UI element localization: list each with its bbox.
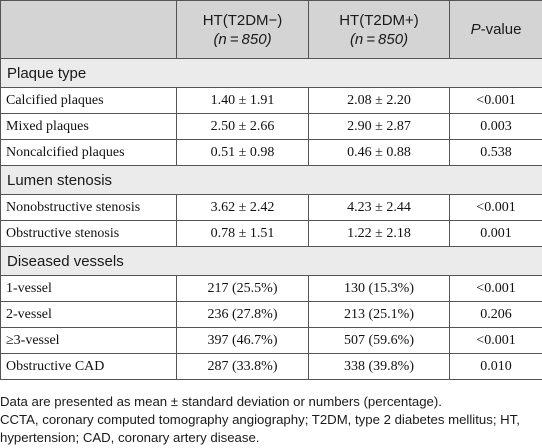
cell-ht-t2dm-negative: 397 (46.7%)	[176, 327, 309, 354]
section-row-diseased-vessels: Diseased vessels	[0, 246, 542, 276]
cell-ht-t2dm-negative: 287 (33.8%)	[176, 353, 309, 380]
cell-p-value: 0.010	[449, 353, 542, 380]
table-row: Nonobstructive stenosis 3.62 ± 2.42 4.23…	[0, 194, 542, 221]
cell-p-value: <0.001	[449, 275, 542, 302]
row-label: Noncalcified plaques	[0, 139, 177, 166]
cell-ht-t2dm-positive: 1.22 ± 2.18	[308, 220, 450, 247]
table-row: Obstructive CAD 287 (33.8%) 338 (39.8%) …	[0, 353, 542, 380]
cell-ht-t2dm-negative: 3.62 ± 2.42	[176, 194, 309, 221]
section-row-lumen-stenosis: Lumen stenosis	[0, 165, 542, 195]
table-row: Noncalcified plaques 0.51 ± 0.98 0.46 ± …	[0, 139, 542, 166]
cell-ht-t2dm-positive: 2.08 ± 2.20	[308, 87, 450, 114]
table-row: Calcified plaques 1.40 ± 1.91 2.08 ± 2.2…	[0, 87, 542, 114]
row-label: Obstructive CAD	[0, 353, 177, 380]
row-label: Mixed plaques	[0, 113, 177, 140]
header-blank	[0, 0, 177, 59]
header-p-suffix: -value	[480, 21, 522, 38]
cell-ht-t2dm-negative: 236 (27.8%)	[176, 301, 309, 328]
cell-p-value: <0.001	[449, 194, 542, 221]
cell-p-value: 0.538	[449, 139, 542, 166]
table-header-row: HT(T2DM−) (n = 850) HT(T2DM+) (n = 850) …	[0, 0, 542, 59]
cell-ht-t2dm-negative: 217 (25.5%)	[176, 275, 309, 302]
footnote-data-presentation: Data are presented as mean ± standard de…	[0, 394, 442, 409]
header-p-value: P-value	[449, 0, 542, 59]
header-ht-t2dm-negative-title: HT(T2DM−)	[202, 11, 283, 29]
table-row: 2-vessel 236 (27.8%) 213 (25.1%) 0.206	[0, 301, 542, 328]
cell-p-value: <0.001	[449, 327, 542, 354]
cell-ht-t2dm-positive: 2.90 ± 2.87	[308, 113, 450, 140]
cell-p-value: <0.001	[449, 87, 542, 114]
row-label: 2-vessel	[0, 301, 177, 328]
section-title: Plaque type	[0, 58, 542, 88]
section-title: Lumen stenosis	[0, 165, 542, 195]
row-label: ≥3-vessel	[0, 327, 177, 354]
cell-ht-t2dm-positive: 130 (15.3%)	[308, 275, 450, 302]
cell-p-value: 0.001	[449, 220, 542, 247]
results-table: HT(T2DM−) (n = 850) HT(T2DM+) (n = 850) …	[0, 0, 542, 380]
header-ht-t2dm-positive-title: HT(T2DM+)	[339, 11, 419, 29]
cell-ht-t2dm-negative: 0.51 ± 0.98	[176, 139, 309, 166]
row-label: Calcified plaques	[0, 87, 177, 114]
header-ht-t2dm-negative-n: (n = 850)	[213, 30, 272, 48]
header-ht-t2dm-negative: HT(T2DM−) (n = 850)	[176, 0, 309, 59]
cell-p-value: 0.003	[449, 113, 542, 140]
header-ht-t2dm-positive-n: (n = 850)	[349, 30, 409, 48]
cell-ht-t2dm-positive: 507 (59.6%)	[308, 327, 450, 354]
row-label: 1-vessel	[0, 275, 177, 302]
table-row: ≥3-vessel 397 (46.7%) 507 (59.6%) <0.001	[0, 327, 542, 354]
cell-ht-t2dm-negative: 0.78 ± 1.51	[176, 220, 309, 247]
header-ht-t2dm-positive: HT(T2DM+) (n = 850)	[308, 0, 450, 59]
cell-ht-t2dm-positive: 213 (25.1%)	[308, 301, 450, 328]
cell-ht-t2dm-negative: 2.50 ± 2.66	[176, 113, 309, 140]
section-row-plaque-type: Plaque type	[0, 58, 542, 88]
cell-ht-t2dm-positive: 0.46 ± 0.88	[308, 139, 450, 166]
cell-ht-t2dm-positive: 4.23 ± 2.44	[308, 194, 450, 221]
table-row: Mixed plaques 2.50 ± 2.66 2.90 ± 2.87 0.…	[0, 113, 542, 140]
section-title: Diseased vessels	[0, 246, 542, 276]
header-p-letter: P	[470, 21, 481, 38]
row-label: Nonobstructive stenosis	[0, 194, 177, 221]
footnote-abbreviations: CCTA, coronary computed tomography angio…	[0, 412, 520, 445]
table-row: 1-vessel 217 (25.5%) 130 (15.3%) <0.001	[0, 275, 542, 302]
cell-ht-t2dm-negative: 1.40 ± 1.91	[176, 87, 309, 114]
cell-p-value: 0.206	[449, 301, 542, 328]
table-row: Obstructive stenosis 0.78 ± 1.51 1.22 ± …	[0, 220, 542, 247]
table-footnotes: Data are presented as mean ± standard de…	[0, 393, 542, 447]
cell-ht-t2dm-positive: 338 (39.8%)	[308, 353, 450, 380]
row-label: Obstructive stenosis	[0, 220, 177, 247]
results-table-container: HT(T2DM−) (n = 850) HT(T2DM+) (n = 850) …	[0, 0, 542, 380]
